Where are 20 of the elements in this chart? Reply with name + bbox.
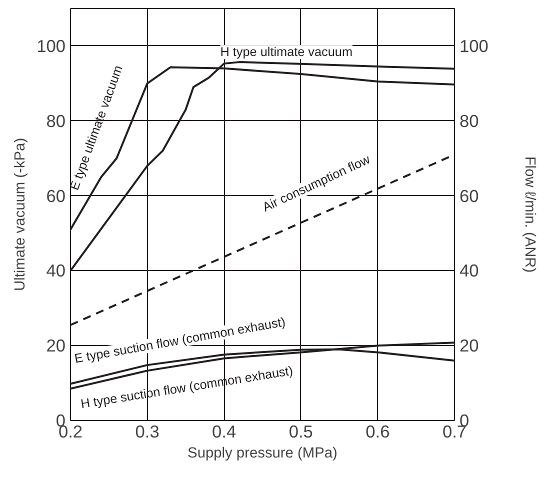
y-tick-label: 100: [36, 36, 66, 56]
y2-tick-label: 40: [460, 260, 479, 281]
y-tick-label: 20: [46, 336, 66, 356]
x-tick-label: 0.3: [135, 422, 160, 442]
y2-axis-title: Flow ℓ/min. (ANR): [521, 156, 538, 273]
y2-tick-label: 20: [460, 336, 479, 356]
y-tick-label: 60: [46, 186, 66, 206]
y-tick-label: 80: [46, 110, 66, 131]
y-tick-label: 40: [46, 260, 66, 281]
x-tick-label: 0.4: [212, 422, 237, 442]
y2-tick-label: 100: [460, 36, 488, 56]
text: H type suction flow (common exhaust): [80, 364, 294, 412]
x-axis-title: Supply pressure (MPa): [188, 446, 338, 462]
y2-tick-label: 80: [460, 110, 479, 131]
y-axis-title: Ultimate vacuum (-kPa): [12, 138, 29, 292]
x-tick-label: 0.6: [366, 422, 390, 442]
series-label: H type ultimate vacuum: [220, 45, 353, 60]
y2-tick-label: 60: [460, 186, 479, 206]
x-tick-label: 0.5: [288, 422, 313, 442]
text: E type suction flow (common exhaust): [73, 314, 286, 366]
